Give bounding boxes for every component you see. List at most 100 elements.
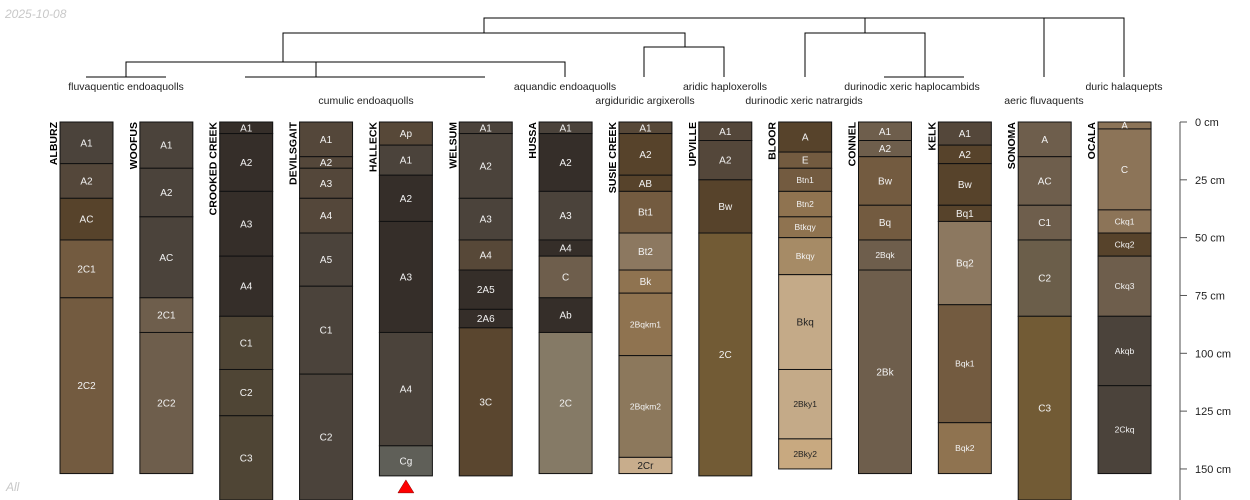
horizon-label: C — [1121, 165, 1128, 176]
horizon-label: C2 — [1038, 274, 1051, 285]
horizon — [378, 445, 433, 477]
soil-profile: A1 A2 A3 A4 C1 C2 C3 CROOKED CREEK — [208, 121, 274, 500]
horizon-label: Bqk2 — [955, 443, 975, 453]
horizon-label: 2C — [559, 399, 572, 410]
horizon-label: A5 — [320, 255, 333, 266]
horizon-label: C1 — [1038, 218, 1051, 229]
horizon-label: Bq2 — [956, 259, 974, 270]
soil-profile: A1 A2 Bw 2C UPVILLE — [687, 121, 753, 477]
horizon-label: 2C2 — [77, 381, 96, 392]
horizon — [139, 216, 194, 299]
horizon-label: Bt1 — [638, 208, 653, 219]
horizon — [858, 269, 912, 475]
dendrogram — [86, 17, 1125, 78]
horizon-label: A — [802, 133, 809, 144]
horizon — [59, 163, 114, 199]
horizon — [139, 121, 194, 169]
horizon — [858, 204, 912, 241]
horizon-label: AC — [1038, 176, 1052, 187]
horizon — [1097, 385, 1152, 475]
horizon — [59, 239, 114, 299]
horizon-label: 2Ckq — [1115, 425, 1135, 435]
horizon-label: 2Cr — [637, 461, 654, 472]
horizon-label: A — [1121, 121, 1128, 132]
axis-tick-label: 0 cm — [1195, 117, 1219, 129]
horizon-label: Bqk1 — [955, 359, 975, 369]
horizon-label: A2 — [480, 161, 493, 172]
profile-name: WELSUM — [447, 122, 459, 169]
horizon-label: Bk — [640, 277, 653, 288]
horizon-label: A1 — [719, 127, 732, 138]
horizon-label: AC — [159, 253, 173, 264]
horizon — [618, 232, 673, 271]
horizon-label: AC — [80, 215, 94, 226]
horizon — [778, 438, 833, 470]
horizon — [1097, 255, 1152, 317]
horizon-label: A — [1041, 135, 1048, 146]
horizon — [219, 255, 274, 317]
horizon — [937, 422, 992, 475]
horizon — [778, 190, 833, 218]
horizon — [858, 156, 912, 206]
horizon — [1017, 315, 1072, 500]
profile-name: CONNEL — [847, 121, 859, 166]
horizon-label: 2A5 — [477, 285, 495, 296]
horizon — [1017, 121, 1072, 158]
soil-profile: A1 A2 A3 A4 C Ab 2C HUSSA — [527, 121, 593, 475]
horizon-label: A2 — [160, 188, 173, 199]
horizon-label: A1 — [400, 156, 413, 167]
profile-name: OCALA — [1086, 122, 1098, 160]
soil-profile: A1 A2 Bw Bq1 Bq2 Bqk1 Bqk2 KELK — [926, 121, 992, 475]
soil-profile: A1 A2 AB Bt1 Bt2 Bk 2Bqkm1 2Bqkm2 2Cr SUSIE CREEK — [607, 121, 673, 475]
horizon-label: C2 — [240, 388, 253, 399]
horizon — [299, 373, 354, 500]
soil-profile: A1 A2 Bw Bq 2Bqk 2Bk CONNEL — [847, 121, 912, 475]
horizon-label: AB — [639, 179, 653, 190]
horizon-label: A2 — [80, 176, 93, 187]
horizon-label: A3 — [559, 211, 572, 222]
horizon — [698, 232, 753, 477]
horizon-label: A1 — [879, 127, 892, 138]
horizon-label: A2 — [559, 158, 572, 169]
horizon-label: Ckq1 — [1115, 216, 1135, 226]
horizon — [1097, 315, 1152, 387]
horizon — [458, 269, 513, 310]
horizon — [538, 133, 593, 192]
horizon-label: A4 — [320, 211, 333, 222]
taxon-label: argiduridic argixerolls — [595, 95, 694, 107]
taxon-label: durinodic xeric natrargids — [745, 95, 862, 107]
taxon-label: durinodic xeric haplocambids — [844, 81, 979, 93]
horizon — [219, 190, 274, 257]
horizon-label: A2 — [320, 158, 333, 169]
taxon-label: cumulic endoaquolls — [318, 95, 413, 107]
horizon-label: C — [562, 272, 569, 283]
horizon-label: Ab — [559, 311, 572, 322]
axis-tick-label: 125 cm — [1195, 406, 1231, 418]
horizon-label: A4 — [240, 282, 253, 293]
horizon — [778, 121, 833, 153]
horizon-label: C2 — [320, 433, 333, 444]
horizon-label: Ckq3 — [1115, 281, 1135, 291]
horizon-label: E — [802, 156, 809, 167]
soil-profile: A1 A2 AC 2C1 2C2 WOOFUS — [128, 121, 194, 475]
horizon — [937, 163, 992, 206]
profile-name: DEVILSGAIT — [288, 121, 300, 185]
horizon — [299, 232, 354, 287]
horizon-label: A1 — [639, 123, 652, 134]
horizon — [219, 368, 274, 417]
truncation-marker-icon — [397, 479, 415, 494]
horizon-label: A2 — [240, 158, 253, 169]
horizon-label: 2A6 — [477, 314, 495, 325]
soil-profile: Ap A1 A2 A3 A4 Cg HALLECK — [367, 121, 433, 494]
horizon-label: A3 — [480, 215, 493, 226]
horizon-label: Bw — [958, 180, 973, 191]
horizon-label: Bw — [878, 176, 893, 187]
profile-name: CROOKED CREEK — [208, 122, 220, 216]
horizon — [139, 331, 194, 475]
subset-label: All — [6, 480, 20, 494]
axis-tick-label: 50 cm — [1195, 233, 1225, 245]
axis-tick-label: 100 cm — [1195, 348, 1231, 360]
taxon-label: aridic haploxerolls — [683, 81, 767, 93]
soil-profile: A AC C1 C2 C3 SONOMA — [1006, 121, 1072, 500]
